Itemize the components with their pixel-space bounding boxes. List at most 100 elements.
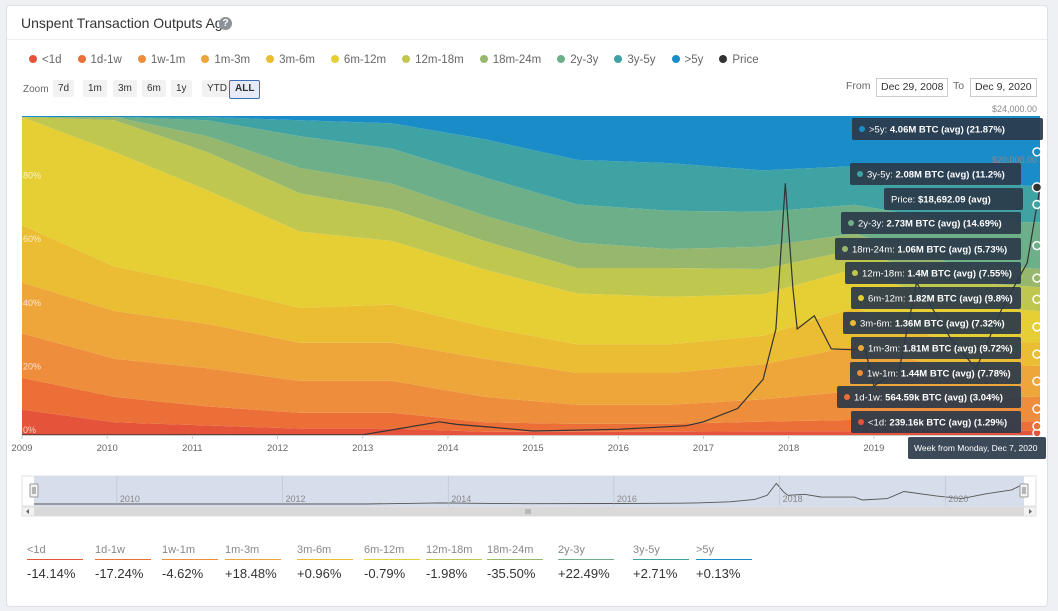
tooltip-row: 3m-6m: 1.36M BTC (avg) (7.32%) <box>843 312 1021 334</box>
tooltip-row: 3y-5y: 2.08M BTC (avg) (11.2%) <box>850 163 1021 185</box>
tooltip-row: Price: $18,692.09 (avg) <box>884 188 1023 210</box>
tooltip-value: 1.44M BTC (avg) (7.78%) <box>901 369 1011 380</box>
hover-marker <box>1032 147 1042 157</box>
navigator-tick-label: 2014 <box>451 494 471 504</box>
navigator-handle[interactable] <box>29 483 39 498</box>
y-tick-label: 40% <box>23 298 41 308</box>
legend-item[interactable]: 3m-6m <box>266 54 315 66</box>
y-tick-label: 0% <box>23 425 36 435</box>
hover-marker <box>1032 349 1042 359</box>
stat-value: +0.96% <box>297 566 342 581</box>
legend-label: 3m-6m <box>279 54 315 66</box>
stat-item: 1d-1w -17.24% <box>95 544 151 581</box>
tooltip-value: 239.16k BTC (avg) (1.29%) <box>889 418 1007 429</box>
stat-value: -1.98% <box>426 566 468 581</box>
area-top-edge <box>22 116 1040 117</box>
legend-label: 2y-3y <box>570 54 599 66</box>
legend-label: 12m-18m <box>415 54 464 66</box>
scrollbar-thumb[interactable] <box>34 507 1024 516</box>
legend-dot-icon <box>614 55 623 63</box>
navigator-tick-label: 2010 <box>120 494 140 504</box>
tooltip-text: Price: $18,692.09 (avg) <box>891 195 991 206</box>
y-tick-label: 100% <box>23 107 46 117</box>
stat-value: +2.71% <box>633 566 678 581</box>
tooltip-label: <1d: <box>868 418 889 429</box>
legend-item[interactable]: >5y <box>671 54 703 66</box>
legend-item[interactable]: 1w-1m <box>137 54 186 66</box>
x-tick-label: 2009 <box>11 443 32 454</box>
area-series <box>22 333 1040 424</box>
tooltip-row: 6m-12m: 1.82M BTC (avg) (9.8%) <box>851 287 1021 309</box>
zoom-button-6m[interactable]: 6m <box>142 80 166 97</box>
navigator-tick-label: 2012 <box>286 494 306 504</box>
zoom-button-1m[interactable]: 1m <box>83 80 107 97</box>
stat-item: 2y-3y +22.49% <box>558 544 614 581</box>
legend-dot-icon <box>266 55 275 63</box>
stat-item: 6m-12m -0.79% <box>364 544 420 581</box>
stat-label: >5y <box>696 544 715 556</box>
legend-item[interactable]: <1d <box>29 54 62 66</box>
hover-marker <box>1032 404 1042 414</box>
zoom-label: Zoom <box>23 84 49 95</box>
area-series <box>22 225 1040 373</box>
tooltip-label: 1d-1w: <box>854 393 885 404</box>
zoom-button-3m[interactable]: 3m <box>113 80 137 97</box>
legend-item[interactable]: 2y-3y <box>557 54 598 66</box>
tooltip-dot-icon <box>858 419 864 425</box>
tooltip-dot-icon <box>857 370 863 376</box>
x-tick-label: 2018 <box>778 443 799 454</box>
tooltip-text: <1d: 239.16k BTC (avg) (1.29%) <box>868 418 1007 429</box>
tooltip-text: 18m-24m: 1.06M BTC (avg) (5.73%) <box>852 245 1007 256</box>
scroll-right-arrow-icon <box>1029 509 1032 514</box>
to-label: To <box>953 80 965 92</box>
stat-label: 18m-24m <box>487 544 534 556</box>
zoom-button-1y[interactable]: 1y <box>171 80 192 97</box>
navigator-tick-label: 2020 <box>948 494 968 504</box>
legend-item[interactable]: 3y-5y <box>614 54 656 66</box>
area-series <box>22 377 1040 432</box>
legend-item[interactable]: Price <box>719 54 759 66</box>
legend-item[interactable]: 18m-24m <box>479 54 541 66</box>
tooltip-text: 1d-1w: 564.59k BTC (avg) (3.04%) <box>854 393 1003 404</box>
tooltip-dot-icon <box>859 126 865 132</box>
legend-dot-icon <box>719 55 728 63</box>
legend-item[interactable]: 1d-1w <box>77 54 122 66</box>
stat-color-bar <box>696 559 752 560</box>
from-date-input[interactable]: Dec 29, 2008 <box>876 78 949 97</box>
help-icon[interactable]: ? <box>219 17 232 30</box>
legend-item[interactable]: 6m-12m <box>330 54 386 66</box>
area-series <box>22 117 1040 269</box>
scrollbar-grip-icon <box>525 509 531 514</box>
stat-label: 3y-5y <box>633 544 660 556</box>
tooltip-text: 3y-5y: 2.08M BTC (avg) (11.2%) <box>867 170 1005 181</box>
zoom-button-7d[interactable]: 7d <box>53 80 75 97</box>
stat-label: 2y-3y <box>558 544 585 556</box>
stat-value: -14.14% <box>27 566 76 581</box>
legend-dot-icon <box>29 55 37 63</box>
tooltip-text: 2y-3y: 2.73M BTC (avg) (14.69%) <box>858 219 1002 230</box>
x-tick-label: 2012 <box>267 443 288 454</box>
zoom-button-ytd[interactable]: YTD <box>202 80 232 97</box>
tooltip-text: >5y: 4.06M BTC (avg) (21.87%) <box>869 125 1005 136</box>
zoom-button-all[interactable]: ALL <box>229 80 261 99</box>
stat-item: >5y +0.13% <box>696 544 752 581</box>
stat-item: 1w-1m -4.62% <box>162 544 218 581</box>
navigator-handle[interactable] <box>1019 483 1029 498</box>
legend-label: 1w-1m <box>150 54 186 66</box>
hover-marker <box>1032 199 1042 210</box>
tooltip-row: 18m-24m: 1.06M BTC (avg) (5.73%) <box>835 238 1021 260</box>
stat-value: -17.24% <box>95 566 144 581</box>
area-series <box>22 117 1040 223</box>
legend-item[interactable]: 1m-3m <box>201 54 250 66</box>
tooltip-value: 564.59k BTC (avg) (3.04%) <box>885 393 1003 404</box>
tooltip-label: 3m-6m: <box>860 319 895 330</box>
to-date-input[interactable]: Dec 9, 2020 <box>970 78 1037 97</box>
tooltip-label: 1m-3m: <box>868 344 903 355</box>
legend-dot-icon <box>137 55 146 63</box>
y-tick-label: 20% <box>23 361 41 371</box>
legend-item[interactable]: 12m-18m <box>402 54 464 66</box>
tooltip-row-bg <box>850 163 1021 185</box>
stat-item: <1d -14.14% <box>27 544 83 581</box>
tooltip-value: 2.73M BTC (avg) (14.69%) <box>887 219 1002 230</box>
